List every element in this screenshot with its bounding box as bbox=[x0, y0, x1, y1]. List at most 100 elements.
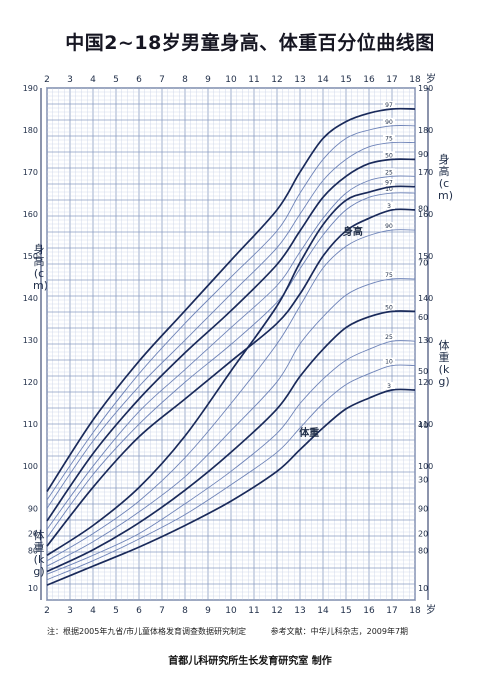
weight-curve-p90 bbox=[46, 229, 416, 562]
x-tick-label-bottom: 12 bbox=[271, 606, 282, 616]
height-percentile-label-p10: 10 bbox=[385, 186, 393, 193]
x-tick-label-bottom: 10 bbox=[225, 606, 237, 616]
x-tick-label-bottom: 18 bbox=[409, 606, 421, 616]
weight-curve-p50 bbox=[46, 310, 416, 573]
height-tick-label-left: 190 bbox=[23, 84, 38, 93]
x-tick-label-top: 12 bbox=[271, 75, 282, 85]
weight-curve-p97 bbox=[46, 185, 416, 557]
height-curve-p75 bbox=[46, 141, 416, 509]
height-curve-p3 bbox=[46, 208, 416, 547]
weight-tick-label-right: 40 bbox=[418, 421, 428, 430]
height-tick-label-left: 170 bbox=[23, 168, 38, 177]
height-tick-label-right: 90 bbox=[418, 504, 428, 513]
height-percentile-label-p50: 50 bbox=[385, 152, 393, 159]
weight-label-bg-p50 bbox=[383, 303, 395, 311]
footnote: 注：根据2005年九省/市儿童体格发育调查数据研究制定 参考文献：中华儿科杂志，… bbox=[47, 626, 467, 637]
height-tick-label-right: 170 bbox=[418, 168, 433, 177]
weight-tick-label-right: 30 bbox=[418, 475, 428, 484]
height-tick-label-left: 150 bbox=[23, 252, 38, 261]
x-tick-label-bottom: 2 bbox=[44, 606, 50, 616]
weight-curve-p75 bbox=[46, 278, 416, 567]
x-tick-label-bottom: 4 bbox=[90, 606, 96, 616]
weight-percentile-label-p90: 90 bbox=[385, 223, 393, 230]
height-label-bg-p75 bbox=[383, 134, 395, 142]
x-tick-label-bottom: 9 bbox=[205, 606, 211, 616]
height-percentile-label-p90: 90 bbox=[385, 119, 393, 126]
x-tick-label-top: 18 bbox=[409, 75, 421, 85]
height-label-bg-p90 bbox=[383, 117, 395, 125]
height-tick-label-right: 110 bbox=[418, 420, 433, 429]
weight-percentile-label-p50: 50 bbox=[385, 304, 393, 311]
height-tick-label-left: 110 bbox=[23, 420, 38, 429]
height-curve-p25 bbox=[46, 175, 416, 530]
x-unit-bottom: 岁 bbox=[426, 603, 436, 616]
x-tick-label-top: 2 bbox=[44, 75, 50, 85]
chart-title: 中国2~18岁男童身高、体重百分位曲线图 bbox=[65, 32, 435, 54]
height-tick-label-right: 140 bbox=[418, 294, 433, 303]
x-tick-label-top: 13 bbox=[294, 75, 305, 85]
weight-label-bg-p90 bbox=[383, 222, 395, 230]
x-tick-label-bottom: 16 bbox=[363, 606, 375, 616]
x-tick-label-bottom: 5 bbox=[113, 606, 119, 616]
footnote-reference: 参考文献：中华儿科杂志，2009年7期 bbox=[270, 627, 409, 636]
height-label-bg-p10 bbox=[383, 185, 395, 193]
height-tick-label-left: 120 bbox=[23, 378, 38, 387]
x-tick-label-top: 14 bbox=[317, 75, 329, 85]
height-label-bg-p97 bbox=[383, 101, 395, 109]
height-label-bg-p25 bbox=[383, 168, 395, 176]
height-tick-label-left: 160 bbox=[23, 210, 38, 219]
height-axis-label-right: 身高(cm) bbox=[438, 153, 454, 202]
x-tick-label-bottom: 3 bbox=[67, 606, 73, 616]
weight-axis-label-left: 体重(kg) bbox=[33, 529, 45, 578]
x-tick-label-top: 11 bbox=[248, 75, 259, 85]
x-tick-label-bottom: 6 bbox=[136, 606, 142, 616]
x-tick-label-top: 6 bbox=[136, 75, 142, 85]
height-tick-label-left: 80 bbox=[28, 546, 38, 555]
height-tick-label-left: 100 bbox=[23, 462, 38, 471]
weight-tick-label-right: 90 bbox=[418, 150, 428, 159]
x-tick-label-top: 4 bbox=[90, 75, 96, 85]
weight-tick-label-right: 20 bbox=[418, 530, 428, 539]
weight-label-bg-p10 bbox=[383, 357, 395, 365]
height-tick-label-left: 140 bbox=[23, 294, 38, 303]
weight-percentile-label-p3: 3 bbox=[387, 383, 391, 390]
weight-series-label: 体重 bbox=[299, 426, 319, 439]
height-curve-p50 bbox=[46, 158, 416, 522]
weight-percentile-label-p75: 75 bbox=[385, 272, 393, 279]
x-tick-label-bottom: 13 bbox=[294, 606, 305, 616]
height-tick-label-left: 90 bbox=[28, 504, 38, 513]
weight-percentile-label-p97: 97 bbox=[385, 180, 393, 187]
x-unit-top: 岁 bbox=[426, 72, 436, 85]
height-tick-label-right: 190 bbox=[418, 84, 433, 93]
weight-percentile-label-p25: 25 bbox=[385, 334, 393, 341]
weight-tick-label-right: 70 bbox=[418, 259, 428, 268]
weight-tick-label-right: 60 bbox=[418, 313, 428, 322]
x-tick-label-bottom: 17 bbox=[386, 606, 397, 616]
weight-tick-label-left: 20 bbox=[28, 530, 38, 539]
x-tick-label-bottom: 14 bbox=[317, 606, 329, 616]
height-tick-label-right: 120 bbox=[418, 378, 433, 387]
weight-tick-label-left: 10 bbox=[28, 584, 38, 593]
height-percentile-label-p25: 25 bbox=[385, 169, 393, 176]
x-tick-label-bottom: 15 bbox=[340, 606, 351, 616]
height-percentile-label-p75: 75 bbox=[385, 136, 393, 143]
x-tick-label-top: 3 bbox=[67, 75, 73, 85]
weight-tick-label-right: 50 bbox=[418, 367, 428, 376]
height-series-label: 身高 bbox=[343, 225, 363, 238]
x-tick-label-top: 5 bbox=[113, 75, 119, 85]
height-tick-label-right: 80 bbox=[418, 546, 428, 555]
x-tick-label-top: 8 bbox=[182, 75, 188, 85]
weight-label-bg-p3 bbox=[383, 381, 395, 389]
height-label-bg-p50 bbox=[383, 151, 395, 159]
height-label-bg-p3 bbox=[383, 201, 395, 209]
height-tick-label-right: 150 bbox=[418, 252, 433, 261]
x-tick-label-top: 7 bbox=[159, 75, 165, 85]
footnote-source: 注：根据2005年九省/市儿童体格发育调查数据研究制定 bbox=[47, 627, 247, 636]
weight-label-bg-p25 bbox=[383, 333, 395, 341]
x-tick-label-top: 17 bbox=[386, 75, 397, 85]
x-tick-label-bottom: 11 bbox=[248, 606, 259, 616]
height-percentile-label-p3: 3 bbox=[387, 203, 391, 210]
height-percentile-label-p97: 97 bbox=[385, 102, 393, 109]
x-tick-label-top: 15 bbox=[340, 75, 351, 85]
height-tick-label-right: 130 bbox=[418, 336, 433, 345]
